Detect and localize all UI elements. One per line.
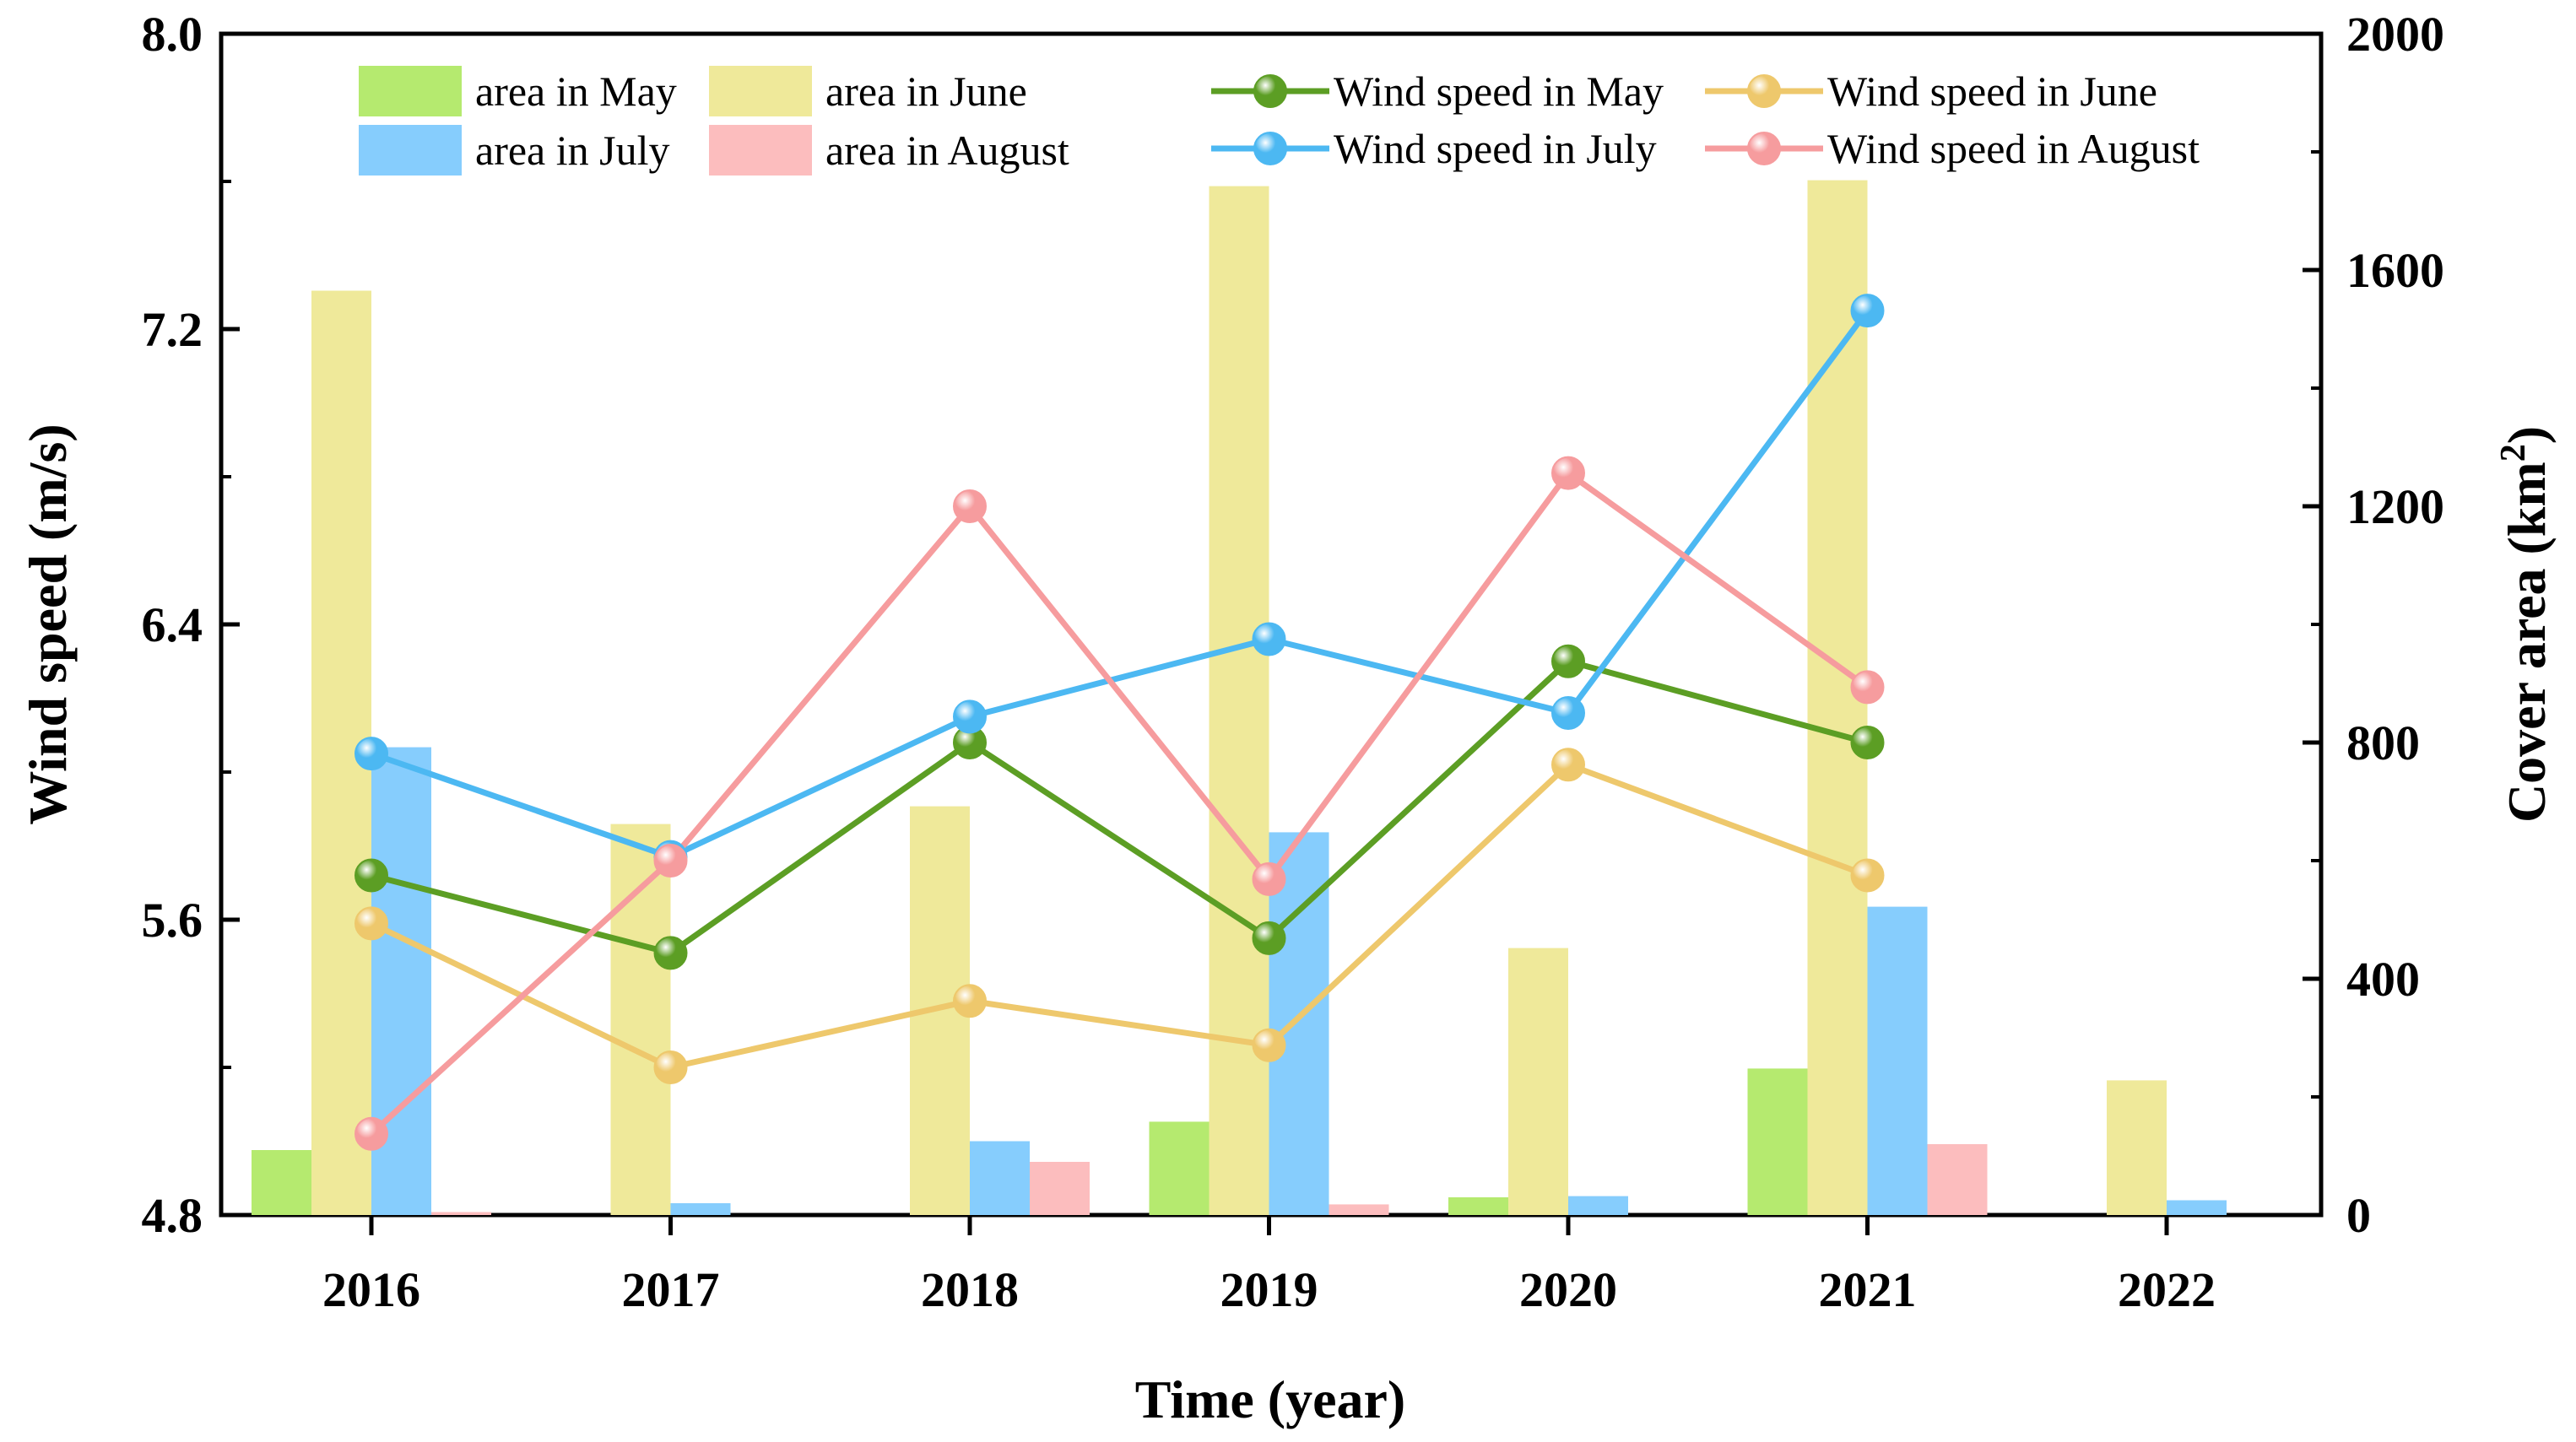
y-right-tick-label: 800 <box>2346 716 2420 770</box>
point-wind-speed-in-may-2019 <box>1252 921 1286 955</box>
lines-group <box>354 294 1885 1151</box>
y-right-tick-label: 0 <box>2346 1188 2371 1243</box>
point-wind-speed-in-july-2016 <box>354 737 388 771</box>
point-wind-speed-in-july-2019 <box>1252 622 1286 656</box>
bar-area-in-july-2021 <box>1867 906 1928 1215</box>
line-wind-speed-in-june <box>370 761 1869 1071</box>
bar-area-in-july-2022 <box>2167 1200 2227 1215</box>
point-wind-speed-in-june-2021 <box>1850 858 1885 893</box>
axes-group: 4.8 5.6 6.4 7.2 8.0 0 400 800 1200 1600 2000 2016 20… <box>142 7 2445 1317</box>
legend-label-wind-speed-in-august: Wind speed in August <box>1827 125 2200 172</box>
bar-area-in-august-2021 <box>1927 1144 1988 1215</box>
y-left-tick-label: 5.6 <box>142 893 203 948</box>
y-left-tick-label: 8.0 <box>142 7 203 62</box>
bar-area-in-may-2016 <box>252 1150 311 1215</box>
point-wind-speed-in-may-2016 <box>354 858 388 893</box>
line-wind-speed-in-august <box>369 470 1870 1137</box>
point-wind-speed-in-june-2017 <box>653 1050 688 1084</box>
legend-marker <box>1747 74 1781 108</box>
point-wind-speed-in-july-2021 <box>1850 294 1885 328</box>
legend-swatch-area-in-july <box>359 125 462 176</box>
point-wind-speed-in-august-2019 <box>1252 861 1286 896</box>
legend: area in May area in June area in July area … <box>359 66 2200 176</box>
legend-swatch-area-in-june <box>709 66 812 116</box>
y-right-tick-label: 1600 <box>2346 243 2444 298</box>
y-right-title-main: Cover area (km <box>2497 462 2557 823</box>
x-tick-label-2016: 2016 <box>322 1262 420 1317</box>
point-wind-speed-in-june-2019 <box>1252 1028 1286 1062</box>
bar-area-in-may-2019 <box>1149 1121 1210 1215</box>
y-left-tick-label: 7.2 <box>142 302 203 357</box>
x-tick-label-2021: 2021 <box>1819 1262 1917 1317</box>
legend-label-area-in-may: area in May <box>475 68 677 115</box>
point-wind-speed-in-june-2018 <box>953 984 987 1018</box>
point-wind-speed-in-august-2018 <box>953 489 987 523</box>
bar-area-in-june-2022 <box>2107 1080 2167 1215</box>
legend-marker <box>1253 132 1287 165</box>
x-axis-title: Time (year) <box>1135 1369 1405 1429</box>
bar-area-in-july-2017 <box>670 1203 731 1215</box>
y-left-axis-title: Wind speed (m/s) <box>18 424 78 824</box>
point-wind-speed-in-july-2020 <box>1551 696 1585 730</box>
y-right-tick-label: 400 <box>2346 952 2420 1007</box>
legend-label-area-in-july: area in July <box>475 127 669 174</box>
x-tick-label-2020: 2020 <box>1519 1262 1617 1317</box>
bar-area-in-august-2019 <box>1329 1204 1389 1215</box>
point-wind-speed-in-june-2016 <box>354 906 388 941</box>
bars-group <box>252 180 2227 1216</box>
legend-label-wind-speed-in-may: Wind speed in May <box>1334 68 1664 115</box>
legend-swatch-area-in-august <box>709 125 812 176</box>
bar-area-in-june-2017 <box>610 824 671 1215</box>
point-wind-speed-in-august-2020 <box>1551 456 1585 490</box>
bar-area-in-may-2020 <box>1448 1197 1508 1215</box>
y-right-title-sup: 2 <box>2494 444 2533 462</box>
point-wind-speed-in-may-2021 <box>1850 726 1885 759</box>
x-tick-label-2019: 2019 <box>1220 1262 1318 1317</box>
bar-area-in-june-2020 <box>1508 948 1568 1215</box>
point-wind-speed-in-may-2017 <box>653 936 688 970</box>
legend-swatch-area-in-may <box>359 66 462 116</box>
y-left-tick-label: 6.4 <box>142 597 203 652</box>
y-right-axis-title: Cover area (km2) <box>2494 426 2557 823</box>
point-wind-speed-in-july-2018 <box>953 699 987 734</box>
bar-area-in-may-2021 <box>1747 1068 1808 1215</box>
y-right-title-close: ) <box>2497 426 2557 444</box>
point-wind-speed-in-june-2020 <box>1551 748 1585 782</box>
legend-marker <box>1253 74 1287 108</box>
legend-label-wind-speed-in-june: Wind speed in June <box>1827 68 2157 115</box>
line-wind-speed-in-may <box>371 658 1869 956</box>
y-right-tick-label: 2000 <box>2346 7 2444 62</box>
legend-label-wind-speed-in-july: Wind speed in July <box>1334 125 1657 172</box>
point-wind-speed-in-august-2021 <box>1850 670 1885 705</box>
point-wind-speed-in-may-2020 <box>1551 644 1585 678</box>
bar-area-in-june-2019 <box>1209 186 1269 1216</box>
legend-label-area-in-august: area in August <box>825 127 1069 174</box>
bar-area-in-august-2018 <box>1030 1162 1090 1215</box>
point-wind-speed-in-august-2017 <box>653 844 688 878</box>
line-wind-speed-in-july <box>370 309 1870 861</box>
y-left-tick-label: 4.8 <box>142 1188 203 1243</box>
bar-area-in-july-2019 <box>1269 832 1329 1215</box>
point-wind-speed-in-august-2016 <box>354 1116 388 1151</box>
x-tick-label-2022: 2022 <box>2118 1262 2216 1317</box>
legend-label-area-in-june: area in June <box>825 68 1027 115</box>
legend-marker <box>1747 132 1781 165</box>
bar-area-in-july-2018 <box>970 1141 1030 1215</box>
y-right-tick-label: 1200 <box>2346 479 2444 534</box>
x-tick-label-2017: 2017 <box>622 1262 720 1317</box>
bar-area-in-august-2016 <box>431 1212 491 1215</box>
x-tick-label-2018: 2018 <box>921 1262 1019 1317</box>
bar-area-in-july-2020 <box>1568 1196 1628 1215</box>
